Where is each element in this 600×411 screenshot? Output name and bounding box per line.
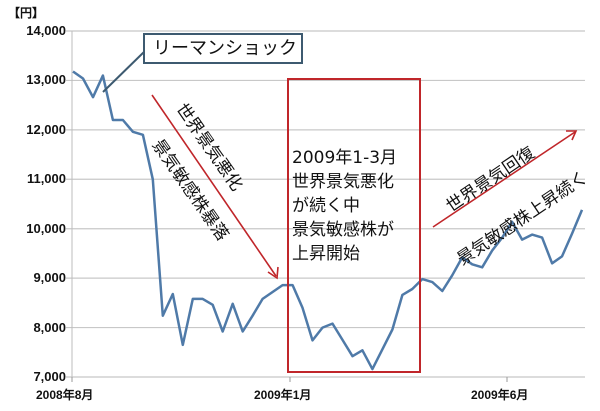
y-tick-label: 8,000 xyxy=(33,319,66,335)
y-tick-label: 10,000 xyxy=(26,220,66,236)
y-tick-label: 14,000 xyxy=(26,23,66,38)
box-annotation-text: 2009年1-3月 世界景気悪化 が続く中 景気敏感株が 上昇開始 xyxy=(292,148,398,264)
y-tick-label: 7,000 xyxy=(33,369,66,384)
highlight-box xyxy=(287,78,421,373)
y-tick-label: 11,000 xyxy=(26,171,66,187)
lehman-shock-callout: リーマンショック xyxy=(143,33,303,64)
y-tick-label: 9,000 xyxy=(33,270,66,286)
price-line xyxy=(72,70,584,371)
y-unit-label: 【円】 xyxy=(8,6,45,20)
y-tick-label: 13,000 xyxy=(26,72,66,88)
x-tick-label: 2009年6月 xyxy=(471,388,529,402)
x-tick-label: 2009年1月 xyxy=(254,388,312,402)
callout-leader xyxy=(102,49,147,93)
x-ticks xyxy=(71,377,508,382)
up-arrow xyxy=(432,130,578,228)
x-tick-label: 2008年8月 xyxy=(36,388,94,402)
y-tick-label: 12,000 xyxy=(26,121,66,137)
down-arrow xyxy=(151,94,279,280)
